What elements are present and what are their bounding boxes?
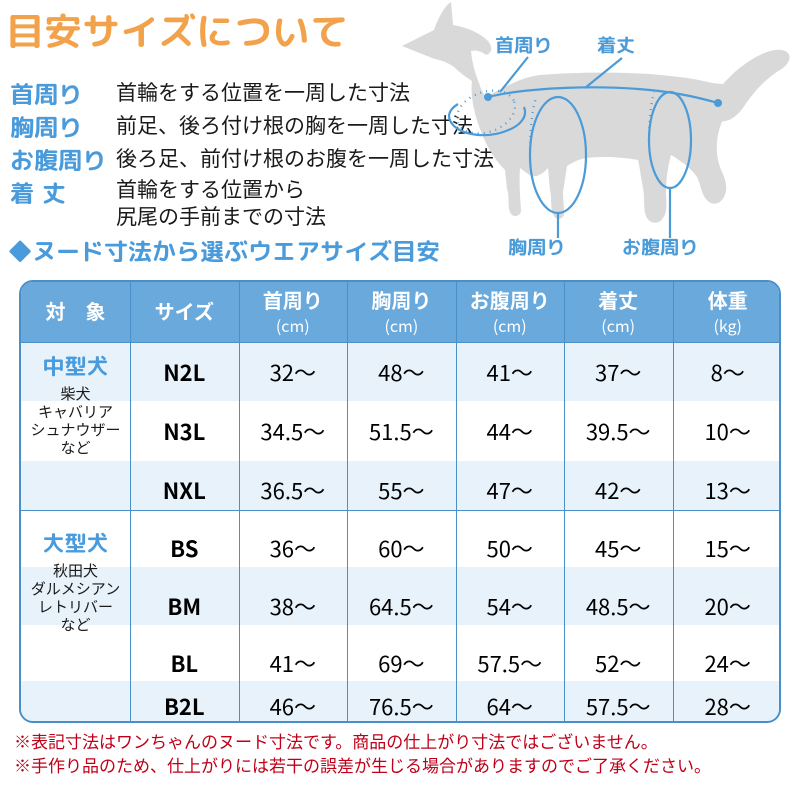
svg-text:お腹周り: お腹周り — [622, 235, 698, 260]
svg-text:首周り: 首周り — [495, 33, 552, 59]
svg-text:着丈: 着丈 — [597, 33, 635, 59]
svg-text:胸周り: 胸周り — [508, 235, 565, 260]
